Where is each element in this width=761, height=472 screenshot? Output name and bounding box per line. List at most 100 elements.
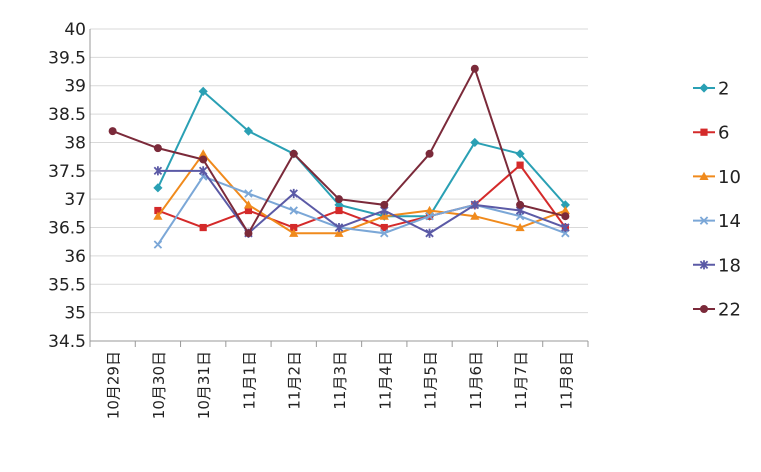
legend-label: 6	[718, 123, 729, 144]
legend-item: 18	[693, 255, 741, 276]
x-tick-label: 10月29日	[105, 351, 123, 419]
legend-item: 10	[693, 167, 741, 188]
legend-label: 2	[718, 79, 729, 100]
data-point	[243, 200, 254, 209]
data-point	[424, 205, 435, 215]
legend-marker	[699, 171, 709, 180]
legend-marker	[700, 305, 708, 313]
data-point	[289, 206, 298, 215]
data-point	[290, 223, 298, 232]
x-tick-labels: 10月29日 10月30日 10月31日 11月1日 11月2日 11月3日 11月4日 11…	[105, 351, 576, 419]
data-point	[198, 86, 208, 96]
data-point	[470, 64, 479, 73]
data-point	[243, 126, 254, 136]
legend-marker	[699, 260, 709, 270]
y-tick-label: 37	[64, 190, 86, 210]
data-point	[380, 228, 389, 238]
legend-item: 14	[693, 211, 741, 232]
axes	[89, 29, 589, 347]
series-line	[157, 175, 566, 246]
legend-item: 2	[693, 79, 729, 100]
x-tick-label: 11月6日	[467, 351, 485, 410]
data-point	[153, 240, 163, 249]
legend-item: 6	[693, 123, 729, 144]
x-tick-label: 11月5日	[422, 351, 440, 410]
data-point	[470, 137, 480, 148]
data-point	[153, 166, 163, 176]
legend-marker	[700, 128, 708, 136]
legend: 2 6 10 14 18 22	[693, 79, 741, 321]
data-series	[108, 64, 570, 249]
data-point	[244, 206, 253, 215]
y-tick-label: 39.5	[48, 48, 86, 68]
data-point	[335, 195, 343, 204]
x-tick-label: 11月3日	[331, 351, 349, 410]
series-line	[157, 90, 567, 218]
data-point	[244, 229, 253, 238]
legend-label: 22	[718, 300, 741, 321]
x-tick-label: 10月31日	[195, 351, 213, 419]
data-point	[289, 228, 299, 237]
data-point	[198, 166, 208, 176]
data-point	[199, 223, 207, 232]
y-tick-label: 35	[64, 304, 86, 324]
x-tick-label: 11月8日	[557, 351, 575, 410]
y-tick-label: 40	[64, 20, 86, 40]
data-point	[153, 183, 163, 193]
data-point	[425, 211, 434, 221]
legend-marker	[699, 216, 709, 225]
data-point	[516, 200, 525, 209]
data-point	[515, 149, 525, 159]
x-tick-label: 11月4日	[376, 351, 394, 410]
data-point	[379, 211, 389, 220]
y-tick-label: 36	[64, 247, 86, 267]
y-tick-label: 39	[64, 77, 86, 97]
series-line	[157, 169, 566, 235]
data-point	[380, 223, 388, 232]
legend-item: 22	[693, 300, 741, 321]
data-point	[425, 228, 434, 238]
data-point	[153, 144, 162, 153]
legend-marker	[699, 83, 709, 93]
data-point	[561, 222, 570, 233]
data-point	[380, 200, 389, 209]
data-point	[154, 206, 162, 215]
data-point	[153, 211, 163, 220]
data-point	[199, 155, 208, 164]
series-2	[153, 86, 570, 221]
data-point	[289, 149, 298, 158]
data-point	[108, 127, 117, 136]
legend-label: 18	[718, 255, 741, 276]
x-tick-label: 10月30日	[150, 351, 168, 419]
data-point	[515, 222, 525, 232]
y-tick-label: 35.5	[48, 275, 86, 295]
data-point	[244, 189, 253, 198]
legend-label: 14	[718, 211, 741, 232]
y-tick-label: 36.5	[48, 219, 86, 239]
y-tick-label: 37.5	[48, 162, 86, 182]
series-line	[157, 152, 566, 235]
series-10	[153, 149, 570, 237]
series-6	[154, 161, 569, 232]
x-tick-label: 11月7日	[512, 351, 530, 410]
data-point	[198, 149, 208, 158]
data-point	[335, 206, 343, 215]
x-tick-label: 11月2日	[286, 351, 304, 410]
data-point	[334, 222, 344, 233]
data-point	[560, 205, 570, 215]
data-point	[289, 188, 298, 199]
data-point	[516, 161, 524, 169]
x-tick-label: 11月1日	[240, 351, 258, 410]
y-tick-label: 38.5	[48, 105, 86, 125]
data-point	[560, 200, 570, 210]
y-tick-label: 34.5	[48, 332, 86, 352]
y-tick-label: 38	[64, 133, 86, 153]
series-18	[153, 166, 570, 238]
data-point	[561, 212, 570, 221]
y-tick-labels: 34.5 35 35.5 36 36.5 37 37.5 38 38.5 39 39.5 40	[48, 20, 86, 352]
series-22	[108, 64, 570, 238]
data-point	[425, 149, 434, 158]
data-point	[470, 211, 480, 220]
legend-label: 10	[718, 167, 741, 188]
